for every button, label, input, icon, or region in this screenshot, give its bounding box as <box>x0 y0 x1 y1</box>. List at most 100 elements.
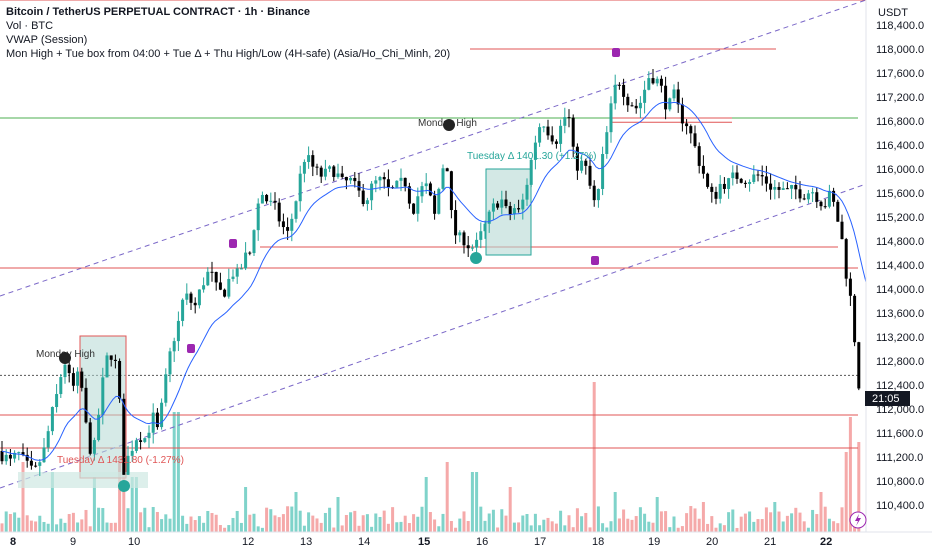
volume-bar <box>697 518 701 532</box>
candle-body <box>588 165 592 186</box>
volume-bar <box>857 442 861 532</box>
volume-bars <box>0 382 861 532</box>
candle-body <box>256 203 260 231</box>
volume-bar <box>575 508 579 532</box>
volume-bar <box>727 512 731 532</box>
volume-bar <box>752 521 756 532</box>
vwap-line <box>1 101 867 461</box>
volume-bar <box>176 412 180 532</box>
volume-bar <box>143 507 147 532</box>
currency-label: USDT <box>878 7 908 19</box>
candle-body <box>832 190 836 202</box>
volume-bar <box>302 525 306 532</box>
volume-bar <box>298 510 302 532</box>
volume-bar <box>592 382 596 532</box>
candle-body <box>277 202 281 222</box>
volume-bar <box>701 502 705 532</box>
volume-bar <box>202 522 206 532</box>
volume-bar <box>475 472 479 532</box>
volume-bar <box>46 523 50 532</box>
volume-bar <box>735 527 739 532</box>
volume-bar <box>424 477 428 532</box>
candle-body <box>71 373 75 386</box>
candle-body <box>689 126 693 134</box>
thursday-marker-4 <box>612 48 620 57</box>
lightning-icon[interactable] <box>849 511 867 529</box>
candle-body <box>109 355 113 360</box>
volume-bar <box>449 520 453 532</box>
candle-body <box>504 199 508 207</box>
candle-body <box>290 218 294 231</box>
candle-body <box>231 276 235 279</box>
time-tick-label: 15 <box>418 536 430 548</box>
candle-body <box>403 177 407 187</box>
volume-bar <box>260 527 264 532</box>
volume-bar <box>340 525 344 532</box>
candle-body <box>185 293 189 300</box>
candle-body <box>680 104 684 124</box>
candle-body <box>605 132 609 155</box>
price-tick-label: 118,000.0 <box>876 44 924 56</box>
candle-body <box>785 188 789 190</box>
candle-body <box>46 431 50 448</box>
volume-bar <box>214 514 218 532</box>
time-axis-labels: 8 9 10 12 13 14 15 16 17 18 19 20 21 22 <box>10 536 832 548</box>
price-tick-label: 117,200.0 <box>876 92 924 104</box>
volume-bar <box>126 508 130 532</box>
time-tick-label: 12 <box>242 536 254 548</box>
volume-bar <box>517 522 521 532</box>
candle-body <box>706 173 710 187</box>
volume-bar <box>445 462 449 532</box>
price-tick-label: 111,600.0 <box>876 428 923 440</box>
candle-body <box>697 146 701 166</box>
monday-high-marker-2 <box>443 119 455 131</box>
volume-bar <box>580 516 584 532</box>
volume-bar <box>29 520 33 532</box>
candle-body <box>0 451 4 462</box>
candle-body <box>105 355 109 378</box>
candle-body <box>462 232 466 246</box>
candle-body <box>281 221 285 228</box>
candle-body <box>529 159 533 185</box>
volume-bar <box>529 525 533 532</box>
candle-body <box>685 123 689 127</box>
price-tick-label: 111,200.0 <box>876 452 923 464</box>
volume-bar <box>80 519 84 532</box>
time-axis[interactable] <box>0 532 932 550</box>
candle-body <box>538 127 542 143</box>
volume-bar <box>840 507 844 532</box>
price-tick-label: 118,400.0 <box>876 20 924 32</box>
volume-bar <box>844 452 848 532</box>
volume-bar <box>756 519 760 532</box>
price-axis[interactable] <box>866 0 932 532</box>
time-tick-label: 10 <box>128 536 140 548</box>
candle-body <box>365 200 369 204</box>
candle-body <box>386 179 390 188</box>
candle-body <box>134 440 138 451</box>
volume-bar <box>651 522 655 532</box>
current-price-label: 21:05 <box>872 393 900 405</box>
candle-body <box>17 452 21 454</box>
time-tick-label: 21 <box>764 536 776 548</box>
candle-body <box>214 271 218 283</box>
tuesday-delta-label-2: Tuesday Δ 1431.80 (-1.27%) <box>57 455 184 466</box>
volume-bar <box>496 527 500 532</box>
candle-body <box>798 189 802 199</box>
candle-body <box>626 96 630 106</box>
candle-body <box>67 364 71 374</box>
volume-bar <box>151 507 155 532</box>
volume-bar <box>584 512 588 532</box>
candle-body <box>714 191 718 199</box>
candle-body <box>575 146 579 171</box>
volume-bar <box>382 510 386 532</box>
volume-bar <box>386 523 390 532</box>
candle-body <box>592 185 596 201</box>
candle-body <box>781 188 785 190</box>
price-tick-label: 113,600.0 <box>876 308 924 320</box>
candle-body <box>370 183 374 201</box>
tuesday-delta-label-1: Tuesday Δ 1401.30 (+1.27%) <box>467 151 596 162</box>
candle-body <box>806 193 810 200</box>
volume-bar <box>155 511 159 532</box>
volume-bar <box>160 519 164 532</box>
